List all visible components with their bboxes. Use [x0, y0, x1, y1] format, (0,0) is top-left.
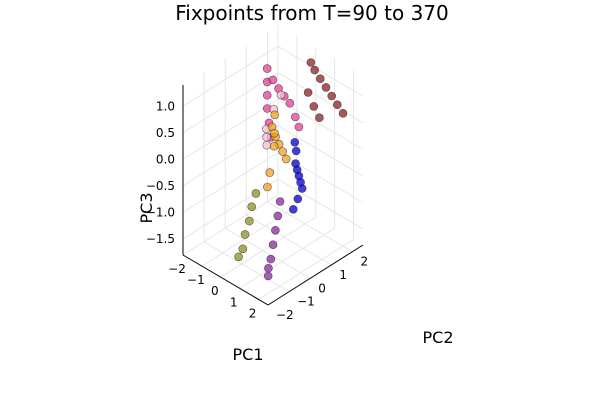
scatter-point	[294, 122, 304, 132]
z-axis-label: PC3	[137, 193, 156, 224]
scatter-point	[251, 189, 261, 198]
x-tick-label: 0	[211, 284, 219, 298]
scatter-point	[266, 254, 276, 264]
scatter-point	[264, 263, 273, 273]
grid-line	[277, 152, 364, 203]
y-axis-line	[267, 244, 364, 306]
scatter-point	[245, 216, 254, 226]
y-tick-label: 1	[339, 268, 347, 282]
scatter-point	[288, 205, 298, 214]
scatter-point	[303, 88, 313, 97]
x-axis-line	[182, 254, 269, 306]
scatter-point	[265, 168, 275, 177]
grid-line	[277, 45, 364, 97]
scatter-point	[271, 226, 280, 235]
scatter-point	[306, 58, 316, 67]
x-tick-label: −2	[168, 262, 186, 276]
y-tick-label: 0	[318, 281, 326, 295]
scatter-point	[297, 184, 307, 193]
x-tick-label: 2	[249, 306, 257, 320]
z-tick-label: 0.0	[156, 152, 175, 166]
grid	[182, 25, 364, 306]
scatter-point	[315, 74, 325, 83]
scatter-point	[247, 202, 256, 211]
scatter-point	[240, 230, 250, 239]
scatter-point	[262, 90, 272, 100]
grid-line	[182, 72, 279, 134]
scatter-point	[276, 90, 286, 100]
scatter-point	[315, 113, 324, 122]
scatter-point	[262, 140, 272, 150]
z-tick-label: 0.5	[156, 126, 175, 140]
grid-line	[277, 98, 364, 150]
y-tick-label: −2	[276, 308, 294, 322]
scatter-point	[290, 112, 300, 122]
scatter-point	[278, 147, 288, 156]
scatter-point	[290, 138, 300, 147]
grid-line	[224, 227, 311, 279]
grid-line	[267, 201, 353, 253]
grid-line	[258, 239, 354, 300]
grid-line	[182, 194, 279, 256]
scatter-point	[275, 197, 285, 206]
scatter-point	[263, 271, 273, 281]
scatter-point	[270, 110, 280, 120]
grid-line	[182, 125, 279, 187]
scatter-point	[269, 141, 279, 151]
scatter-point	[262, 64, 272, 73]
x-tick-label: 1	[230, 295, 238, 309]
scatter-point	[281, 154, 291, 164]
scatter-point	[327, 91, 337, 101]
y-tick-label: 2	[360, 255, 368, 269]
z-tick-label: −0.5	[146, 179, 175, 193]
y-tick-label: −1	[297, 295, 315, 309]
grid-line	[182, 152, 279, 213]
y-axis-label: PC2	[423, 328, 454, 347]
z-tick-label: −1.0	[146, 206, 175, 220]
scatter-point	[270, 128, 279, 138]
scatter-point	[291, 146, 301, 156]
scatter-point	[234, 252, 243, 262]
scatter-point	[338, 109, 348, 118]
z-tick-label: 1.0	[156, 99, 175, 113]
scatter-point	[285, 98, 295, 108]
grid-line	[277, 72, 364, 124]
scatter-point	[310, 65, 320, 75]
z-tick-label: −1.5	[146, 232, 175, 246]
grid-line	[182, 178, 279, 240]
grid-line	[182, 98, 279, 160]
scatter-point	[263, 182, 272, 192]
scatter-points	[234, 58, 348, 281]
scatter-point	[268, 75, 278, 85]
scatter-point	[273, 211, 283, 221]
grid-line	[277, 125, 364, 177]
grid-line	[203, 241, 290, 293]
x-axis-label: PC1	[233, 345, 264, 364]
scatter-point	[238, 244, 248, 254]
grid-line	[220, 216, 317, 278]
grid-line	[277, 178, 364, 230]
axes	[182, 85, 364, 306]
grid-line	[182, 45, 279, 107]
x-tick-label: −1	[187, 273, 205, 287]
chart-title: Fixpoints from T=90 to 370	[175, 1, 449, 25]
scatter-point	[332, 100, 342, 109]
grid-line	[239, 227, 335, 289]
scatter-point	[293, 194, 303, 204]
scatter-point	[309, 102, 319, 111]
scatter-point	[262, 132, 271, 142]
grid-line	[246, 214, 332, 266]
scatter-point	[268, 240, 278, 249]
scatter-point	[321, 83, 331, 92]
